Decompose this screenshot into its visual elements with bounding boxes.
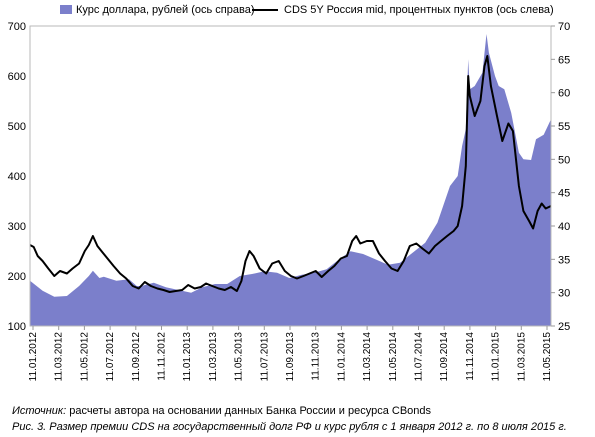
x-tick-label-11: 11.11.2013: [311, 332, 322, 381]
source-lead: Источник:: [12, 405, 67, 417]
x-tick-label-9: 11.07.2013: [259, 332, 270, 382]
x-tick-label-0: 11.01.2012: [28, 332, 39, 382]
usd-rub-area-series: [30, 34, 551, 326]
x-tick-label-10: 11.09.2013: [285, 332, 296, 382]
right-tick-label-0: 25: [558, 321, 570, 333]
left-tick-label-2: 300: [8, 221, 26, 233]
right-tick-label-8: 65: [558, 54, 570, 66]
left-tick-label-3: 400: [8, 171, 26, 183]
left-tick-label-1: 200: [8, 271, 26, 283]
left-tick-label-0: 100: [8, 321, 26, 333]
right-tick-label-3: 40: [558, 221, 570, 233]
usd-rub-area: [30, 34, 551, 326]
cds-line: [29, 55, 552, 293]
right-tick-label-1: 30: [558, 288, 570, 300]
x-tick-label-3: 11.07.2012: [105, 332, 116, 382]
x-tick-label-12: 11.01.2014: [336, 332, 347, 382]
right-tick-label-6: 55: [558, 121, 570, 133]
x-tick-label-8: 11.05.2013: [234, 332, 245, 382]
right-tick-label-5: 50: [558, 154, 570, 166]
x-tick-label-14: 11.05.2014: [388, 332, 399, 382]
legend: Курс доллара, рублей (ось справа) CDS 5Y…: [60, 4, 554, 16]
figure-caption: Рис. 3. Размер премии CDS на государстве…: [12, 421, 567, 433]
legend-label-line: CDS 5Y Россия mid, процентных пунктов (о…: [284, 4, 554, 16]
source-note: Источник: расчеты автора на основании да…: [12, 405, 431, 417]
x-tick-label-20: 11.05.2015: [542, 332, 553, 382]
left-tick-label-4: 500: [8, 121, 26, 133]
right-tick-label-9: 70: [558, 21, 570, 33]
x-tick-label-16: 11.09.2014: [439, 332, 450, 382]
x-tick-label-1: 11.03.2012: [54, 332, 65, 382]
x-tick-label-5: 11.11.2012: [157, 332, 168, 381]
right-tick-label-2: 35: [558, 254, 570, 266]
x-tick-label-7: 11.03.2013: [208, 332, 219, 382]
right-tick-label-4: 45: [558, 188, 570, 200]
x-tick-label-17: 11.11.2014: [465, 332, 476, 381]
x-tick-label-13: 11.03.2014: [362, 332, 373, 382]
cds-line-series: [29, 55, 552, 293]
x-tick-label-15: 11.07.2014: [414, 332, 425, 382]
right-tick-label-7: 60: [558, 88, 570, 100]
x-tick-label-18: 11.01.2015: [491, 332, 502, 382]
legend-swatch-area: [60, 5, 72, 14]
left-axis: 100 200 300 400 500 600 700: [8, 21, 26, 333]
left-tick-label-5: 600: [8, 71, 26, 83]
x-tick-label-4: 11.09.2012: [131, 332, 142, 382]
source-text: расчеты автора на основании данных Банка…: [66, 405, 432, 417]
left-tick-label-6: 700: [8, 21, 26, 33]
x-tick-label-2: 11.05.2012: [79, 332, 90, 382]
legend-label-area: Курс доллара, рублей (ось справа): [76, 4, 254, 16]
x-tick-label-6: 11.01.2013: [182, 332, 193, 382]
x-tick-label-19: 11.03.2015: [516, 332, 527, 382]
right-axis: 25 30 35 40 45 50 55 60 65 70: [551, 21, 570, 333]
x-axis: 11.01.2012 11.03.2012 11.05.2012 11.07.2012…: [28, 326, 553, 381]
